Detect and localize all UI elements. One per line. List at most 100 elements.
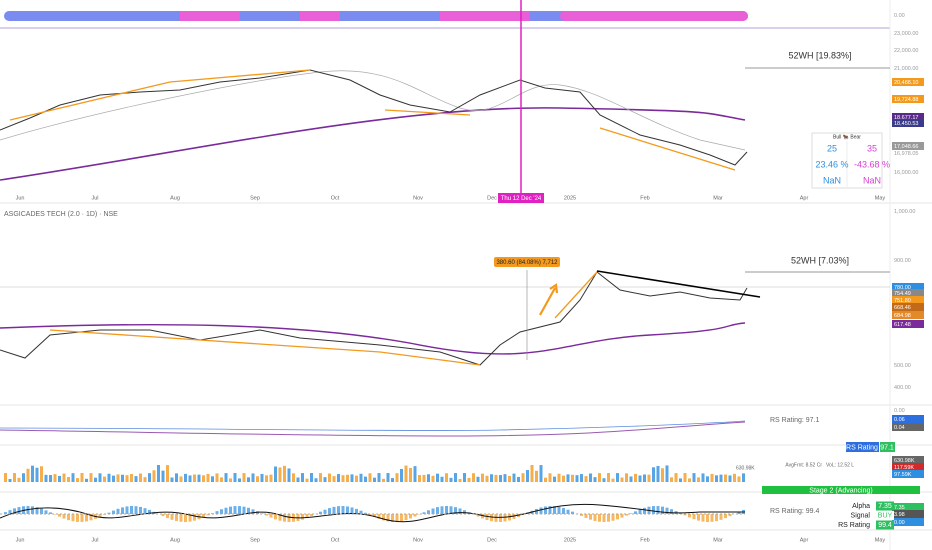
stage-bar bbox=[762, 486, 920, 494]
volume-bar bbox=[449, 477, 453, 482]
bear-pct: -43.68 % bbox=[854, 159, 890, 169]
volume-bar bbox=[80, 473, 84, 482]
price-path bbox=[0, 271, 748, 366]
volume-bar bbox=[638, 475, 642, 482]
x-label-top: May bbox=[875, 195, 886, 201]
alpha-bar bbox=[355, 508, 358, 514]
crosshair-label-bg bbox=[498, 193, 544, 203]
volume-bar bbox=[427, 474, 430, 482]
alpha-bar bbox=[62, 514, 66, 519]
bull-pct: 23.46 % bbox=[815, 159, 848, 169]
alpha-bar bbox=[202, 514, 205, 518]
alpha-bar bbox=[224, 507, 228, 514]
alpha-bar bbox=[364, 512, 367, 514]
alpha-bar bbox=[701, 514, 705, 522]
alpha-bar bbox=[562, 508, 565, 514]
alpha-bar bbox=[508, 514, 511, 521]
volume-bar bbox=[377, 473, 381, 482]
strip-seg bbox=[180, 11, 240, 21]
volume-bar bbox=[346, 474, 349, 482]
volume-bar bbox=[328, 473, 331, 482]
volume-bar bbox=[85, 478, 88, 482]
volume-bar bbox=[499, 475, 502, 482]
alpha-bar bbox=[346, 506, 349, 514]
volume-bar bbox=[175, 473, 178, 482]
axis-badge bbox=[892, 142, 924, 150]
alpha-bar bbox=[422, 512, 426, 514]
volume-bar bbox=[161, 470, 165, 482]
annotation-bg bbox=[494, 257, 560, 267]
alpha-bar bbox=[625, 514, 628, 516]
volume-bar bbox=[521, 473, 525, 482]
rs-label: RS Rating: 97.1 bbox=[770, 417, 820, 424]
alpha-bar bbox=[634, 511, 637, 514]
volume-bar bbox=[724, 474, 727, 482]
axis-label: 617.48 bbox=[894, 322, 911, 328]
alpha-row-value: 7.35 bbox=[878, 503, 892, 510]
volume-bar bbox=[661, 468, 664, 482]
alpha-bar bbox=[337, 506, 340, 514]
volume-bar bbox=[98, 473, 102, 482]
alpha-bar bbox=[328, 508, 331, 514]
volume-bar bbox=[121, 474, 124, 482]
volume-bar bbox=[526, 470, 529, 482]
volume-bar bbox=[22, 473, 25, 482]
alpha-bar bbox=[548, 506, 552, 514]
alpha-bar bbox=[121, 507, 124, 514]
axis-label: 500.00 bbox=[894, 363, 911, 369]
alpha-bar bbox=[238, 506, 241, 514]
alpha-rs-label: RS Rating: 99.4 bbox=[770, 508, 820, 515]
alpha-bar bbox=[341, 506, 345, 514]
volume-bar bbox=[170, 477, 174, 482]
axis-label: 684.98 bbox=[894, 313, 911, 319]
alpha-bar bbox=[175, 514, 178, 522]
volume-bar bbox=[508, 475, 511, 482]
x-label: May bbox=[875, 537, 886, 543]
axis-badge bbox=[892, 518, 924, 526]
volume: VoL: 12.52 L bbox=[826, 462, 854, 468]
volume-bar bbox=[242, 473, 246, 482]
alpha-bar bbox=[125, 506, 129, 514]
volume-bar bbox=[67, 476, 70, 482]
volume-bar bbox=[148, 473, 151, 482]
alpha-bar bbox=[719, 514, 723, 520]
alpha-bar bbox=[571, 511, 574, 514]
volume-bar bbox=[211, 476, 214, 482]
alpha-bar bbox=[220, 509, 223, 514]
volume-bar bbox=[530, 465, 534, 482]
alpha-bar bbox=[427, 510, 430, 514]
volume-bar bbox=[490, 474, 493, 482]
volume-bar bbox=[440, 476, 444, 482]
x-label: Dec bbox=[487, 537, 497, 543]
x-label-top: Dec bbox=[487, 195, 497, 201]
axis-label: 7.35 bbox=[894, 505, 905, 511]
alpha-bar bbox=[35, 507, 39, 514]
volume-bar bbox=[679, 478, 682, 482]
volume-peak: 630.98K bbox=[736, 465, 755, 471]
volume-bar bbox=[611, 478, 615, 482]
volume-bar bbox=[256, 476, 259, 482]
alpha-bar bbox=[503, 514, 507, 522]
axis-label: 900.00 bbox=[894, 258, 911, 264]
volume-bar bbox=[562, 475, 565, 482]
alpha-bar bbox=[620, 514, 624, 518]
resistance-line bbox=[596, 270, 761, 298]
alpha-bar bbox=[242, 506, 246, 514]
volume-bar bbox=[31, 465, 34, 482]
axis-badge bbox=[892, 289, 924, 297]
volume-bar bbox=[238, 478, 241, 482]
alpha-bar bbox=[269, 514, 273, 518]
alpha-bar bbox=[112, 510, 115, 514]
alpha-bar bbox=[584, 514, 588, 518]
alpha-bar bbox=[683, 514, 687, 516]
volume-bar bbox=[589, 473, 592, 482]
volume-bar bbox=[584, 476, 588, 482]
alpha-bar bbox=[715, 514, 718, 522]
x-label: Oct bbox=[331, 537, 340, 543]
ma-200 bbox=[0, 107, 746, 181]
volume-bar bbox=[571, 474, 574, 482]
axis-badge bbox=[892, 95, 924, 103]
rs-badge bbox=[846, 442, 879, 452]
alpha-bar bbox=[170, 514, 174, 520]
volume-bars bbox=[4, 465, 745, 482]
